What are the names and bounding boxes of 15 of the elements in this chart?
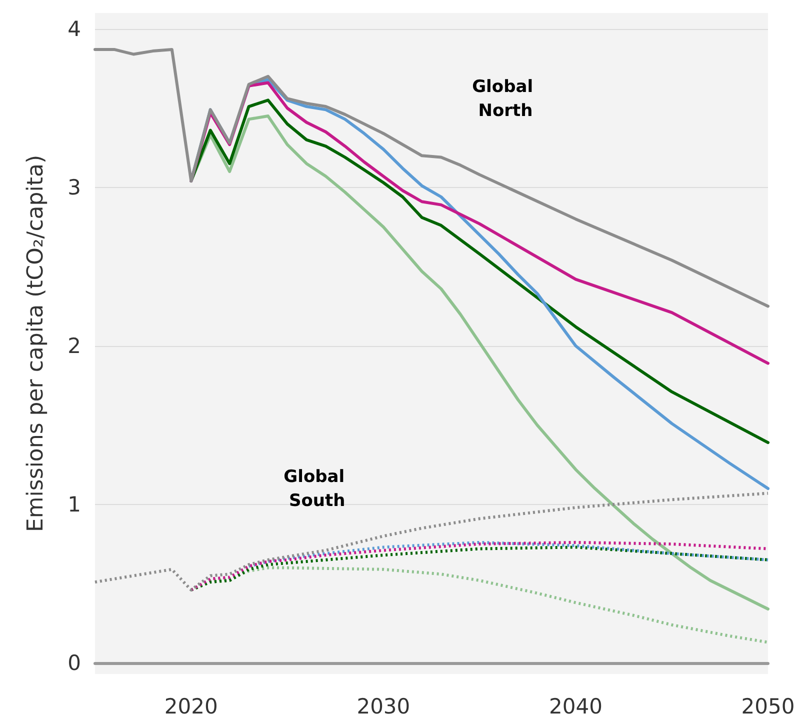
annotation: Global North (472, 76, 539, 121)
y-tick-label: 0 (68, 650, 81, 675)
annotation: Global South (284, 466, 351, 511)
x-tick-label: 2020 (164, 694, 218, 718)
line-series (247, 540, 770, 568)
x-tick-label: 2030 (356, 694, 410, 718)
y-tick-label: 3 (68, 175, 81, 200)
line-series (94, 48, 770, 308)
y-tick-label: 2 (68, 334, 81, 358)
line-series (94, 492, 770, 592)
y-tick-label: 1 (68, 492, 81, 516)
x-tick-label: 2040 (548, 694, 602, 718)
y-axis-title: Emissions per capita (tCO₂/capita) (24, 154, 48, 532)
y-tick-label: 4 (68, 16, 81, 41)
x-tick-label: 2050 (741, 694, 795, 718)
